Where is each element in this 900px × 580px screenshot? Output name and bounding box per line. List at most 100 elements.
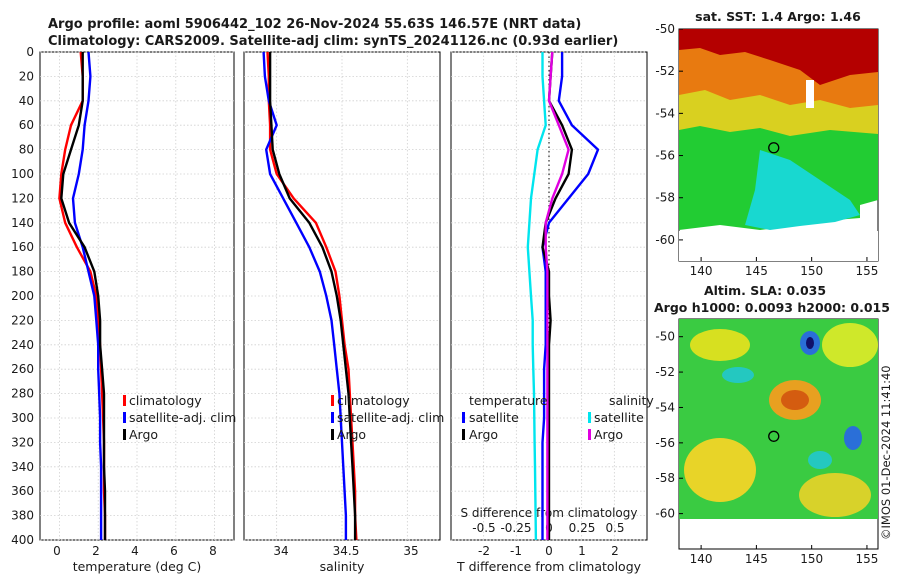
sst-zone-yellow [679, 90, 878, 142]
legend-swatch-argo [331, 429, 334, 440]
legend-header-temperature: temperature [469, 393, 548, 408]
depth-tick-label: 340 [11, 460, 34, 474]
legend-swatch-climatology [331, 395, 334, 406]
depth-tick-label: 40 [19, 94, 34, 108]
series-line-salinity-argo [544, 51, 570, 540]
legend-swatch-argo [123, 429, 126, 440]
tick-label: 35 [403, 544, 418, 558]
tick-label: 0.25 [569, 521, 596, 535]
sla-blob [781, 390, 809, 410]
sla-blob [684, 438, 756, 502]
sla-map-title-1: Altim. SLA: 0.035 [704, 283, 826, 298]
depth-tick-label: 400 [11, 533, 34, 547]
sla-blob [822, 323, 878, 367]
t-difference-x-label: T difference from climatology [456, 559, 642, 574]
legend-swatch-satellite [331, 412, 334, 423]
tick-label: 2 [611, 544, 619, 558]
temperature-x-ticks: 0 2 4 6 8 [53, 544, 217, 558]
series-line-satellite-adj-clim [262, 51, 348, 540]
sst-map-field [679, 29, 878, 261]
tick-label: 6 [170, 544, 178, 558]
tick-label: -0.25 [500, 521, 531, 535]
depth-tick-label: 0 [26, 45, 34, 59]
sst-no-data [679, 231, 878, 261]
series-line-temperature-argo [541, 51, 574, 540]
tick-label: 1 [578, 544, 586, 558]
legend-label: Argo [469, 427, 498, 442]
map-x-tick-label: 155 [855, 264, 878, 278]
title-line-1: Argo profile: aoml 5906442_102 26-Nov-20… [48, 17, 581, 32]
series-layer [58, 51, 600, 541]
map-x-tick-label: 145 [745, 264, 768, 278]
depth-tick-label: 360 [11, 484, 34, 498]
salinity-legend: climatology satellite-adj. clim Argo [331, 393, 444, 442]
legend-swatch-temp-satellite [462, 412, 465, 423]
legend-label: climatology [129, 393, 202, 408]
map-x-tick-label: 150 [800, 264, 823, 278]
sla-argo-position-marker [768, 430, 780, 442]
map-y-tick-label: -56 [655, 149, 675, 163]
sla-map-title-2: Argo h1000: 0.0093 h2000: 0.015 [654, 300, 890, 315]
sla-blob [690, 329, 750, 361]
sst-zone-cyan [745, 150, 860, 230]
sla-map-field [679, 319, 878, 519]
depth-tick-label: 180 [11, 265, 34, 279]
depth-tick-label: 220 [11, 313, 34, 327]
tick-label: 0.5 [605, 521, 624, 535]
sla-blob [806, 337, 814, 349]
tick-label: -2 [478, 544, 490, 558]
map-y-tick-label: -58 [655, 191, 675, 205]
legend-swatch-satellite [123, 412, 126, 423]
legend-label: satellite [594, 410, 644, 425]
temperature-x-label: temperature (deg C) [73, 559, 202, 574]
legend-label: satellite-adj. clim [337, 410, 444, 425]
map-x-tick-label: 150 [800, 552, 823, 566]
depth-tick-label: 160 [11, 240, 34, 254]
series-line-temperature-satellite [541, 52, 600, 540]
depth-tick-label: 280 [11, 387, 34, 401]
tick-label: 0 [53, 544, 61, 558]
map-x-tick-label: 145 [745, 552, 768, 566]
legend-swatch-temp-argo [462, 429, 465, 440]
map-y-tick-label: -54 [655, 106, 675, 120]
tick-label: 0 [545, 544, 553, 558]
legend-header-salinity: salinity [609, 393, 654, 408]
tick-label: 34 [273, 544, 288, 558]
tick-label: 4 [131, 544, 139, 558]
depth-tick-labels: 0 20 40 60 80 100 120 140 160 180 200 220 240 260 280 3… [11, 45, 34, 547]
depth-tick-label: 380 [11, 509, 34, 523]
temperature-legend: climatology satellite-adj. clim Argo [123, 393, 236, 442]
tick-label: 2 [92, 544, 100, 558]
sst-map-title: sat. SST: 1.4 Argo: 1.46 [695, 9, 861, 24]
series-line-argo [268, 52, 357, 540]
sla-blob [722, 367, 754, 383]
map-y-tick-label: -56 [655, 436, 675, 450]
legend-label: satellite-adj. clim [129, 410, 236, 425]
depth-tick-label: 300 [11, 411, 34, 425]
map-y-tick-label: -60 [655, 507, 675, 521]
tick-label: -1 [510, 544, 522, 558]
map-x-tick-label: 140 [690, 552, 713, 566]
tick-label: 34.5 [333, 544, 360, 558]
sst-map-axes: 140 145 150 155 -50 -52 -54 -56 -58 -60 [655, 22, 878, 278]
legend-swatch-sal-argo [588, 429, 591, 440]
depth-tick-label: 80 [19, 143, 34, 157]
legend-label: Argo [337, 427, 366, 442]
depth-tick-label: 320 [11, 435, 34, 449]
depth-tick-label: 240 [11, 338, 34, 352]
depth-tick-label: 60 [19, 118, 34, 132]
depth-tick-label: 200 [11, 289, 34, 303]
depth-tick-label: 120 [11, 191, 34, 205]
map-y-tick-label: -50 [655, 22, 675, 36]
map-y-tick-label: -52 [655, 64, 675, 78]
legend-label: Argo [129, 427, 158, 442]
map-y-tick-label: -50 [655, 330, 675, 344]
salinity-x-ticks: 34 34.5 35 [273, 544, 418, 558]
depth-tick-label: 20 [19, 69, 34, 83]
map-y-tick-label: -58 [655, 471, 675, 485]
sst-argo-position-marker [768, 142, 780, 154]
depth-tick-label: 140 [11, 216, 34, 230]
series-line-satellite-adj-clim [71, 51, 103, 540]
legend-label: Argo [594, 427, 623, 442]
legend-label: climatology [337, 393, 410, 408]
